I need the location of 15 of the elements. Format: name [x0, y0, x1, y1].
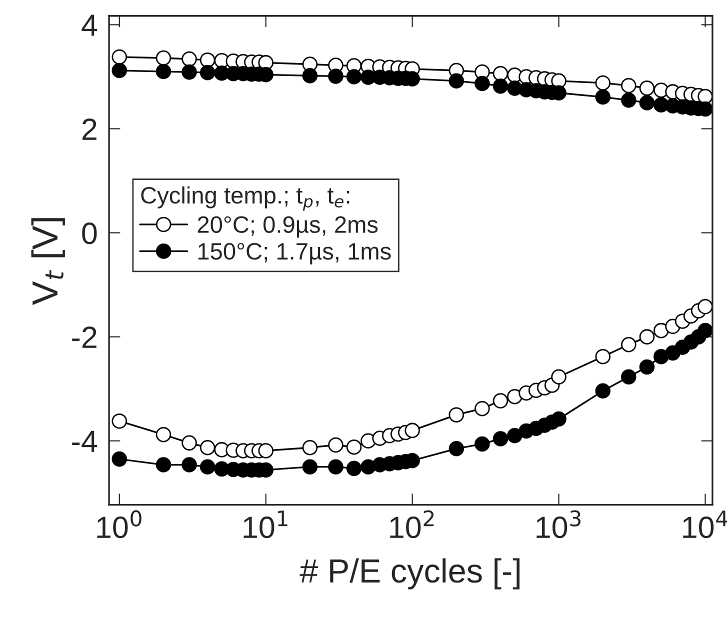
x-axis-title: # P/E cycles [-] — [300, 558, 520, 590]
legend-label: 150°C; 1.7µs, 1ms — [198, 242, 391, 264]
y-tick-label: 4 — [82, 14, 98, 36]
y-tick-label: 0 — [82, 222, 97, 244]
y-tick-label: -4 — [72, 430, 98, 452]
x-tick-label: 10$^{4}$ — [683, 510, 727, 538]
x-tick-label: 10$^{1}$ — [244, 510, 288, 538]
x-tick-label: 10$^{3}$ — [536, 510, 581, 538]
legend-title: Cycling temp.; t$_{p}$, t$_{e}$: — [141, 186, 350, 211]
y-tick-label: 2 — [82, 118, 96, 140]
y-axis-title: V$_{t}$ [V] — [31, 218, 65, 305]
x-tick-label: 10$^{0}$ — [97, 510, 142, 538]
y-tick-label: -2 — [72, 326, 96, 348]
legend-label: 20°C; 0.9µs, 2ms — [198, 216, 378, 238]
x-tick-label: 10$^{2}$ — [390, 510, 434, 538]
